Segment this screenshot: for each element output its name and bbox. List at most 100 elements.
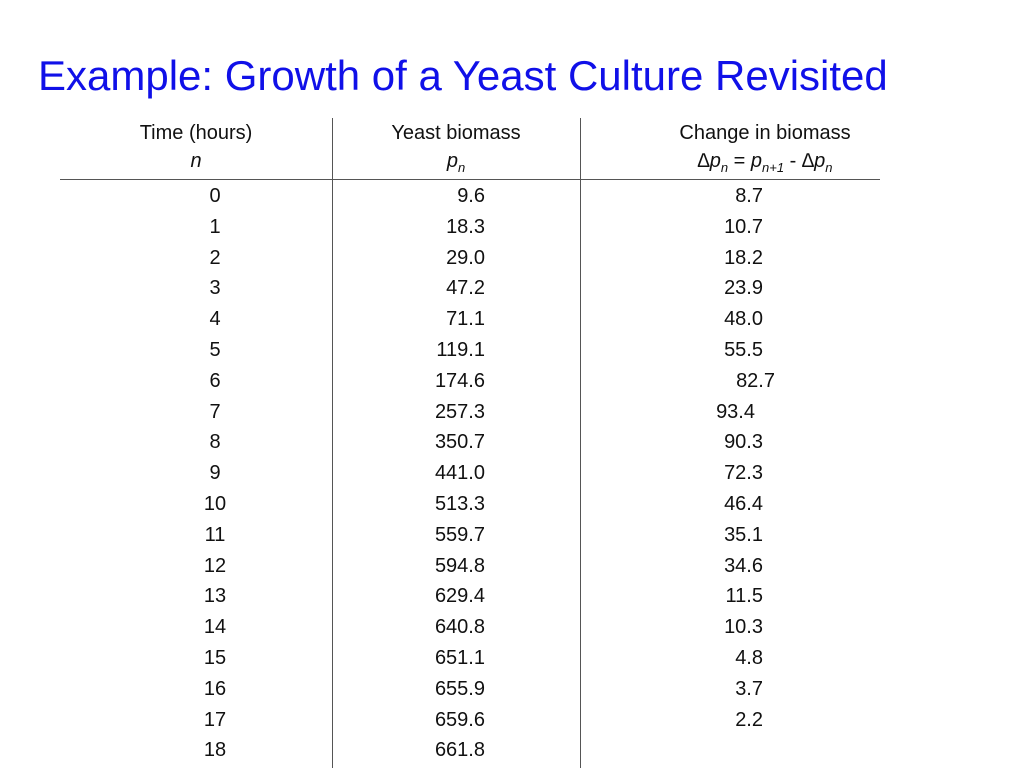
time-cell: 11 <box>204 523 226 546</box>
biomass-cell: 257.3 <box>434 400 485 423</box>
change-cell: 10.3 <box>724 616 763 639</box>
table-row: 11 559.7 35.1 <box>60 520 880 551</box>
table-header: Time (hours) n Yeast biomass pn Change i… <box>60 118 880 180</box>
biomass-cell: 350.7 <box>434 431 485 454</box>
change-cell: 93.4 <box>716 400 755 423</box>
table-row: 5 119.1 55.5 <box>60 335 880 366</box>
change-cell: 10.7 <box>724 215 763 238</box>
time-cell: 8 <box>209 431 221 454</box>
biomass-cell: 640.8 <box>434 616 485 639</box>
time-cell: 0 <box>209 185 221 207</box>
biomass-cell: 661.8 <box>434 739 485 762</box>
table-row: 17 659.6 2.2 <box>60 705 880 736</box>
table-row: 7 257.3 93.4 <box>60 397 880 428</box>
formula-delta-2: ∆ <box>801 150 815 172</box>
time-cell: 13 <box>203 585 227 608</box>
time-cell: 17 <box>203 708 227 731</box>
header-time-label: Time (hours) <box>139 122 253 144</box>
table-row: 13 629.4 11.5 <box>60 581 880 612</box>
time-cell: 5 <box>209 338 221 361</box>
table-row: 9 441.0 72.3 <box>60 458 880 489</box>
table-row: 0 9.6 8.7 <box>60 181 880 212</box>
time-cell: 6 <box>209 369 221 392</box>
header-change-formula: ∆pn = pn+1 - ∆pn <box>580 147 950 175</box>
time-cell: 16 <box>203 677 227 700</box>
change-cell: 2.2 <box>735 708 763 731</box>
biomass-symbol-p: p <box>446 150 458 172</box>
formula-sub-2: n+1 <box>762 160 785 175</box>
biomass-cell: 441.0 <box>434 462 485 485</box>
table-row: 8 350.7 90.3 <box>60 427 880 458</box>
biomass-symbol-sub: n <box>457 160 466 175</box>
biomass-cell: 119.1 <box>436 338 485 361</box>
column-divider-1 <box>332 118 333 768</box>
change-cell: 82.7 <box>736 369 775 392</box>
yeast-growth-table: Time (hours) n Yeast biomass pn Change i… <box>60 118 880 768</box>
formula-p-1: p <box>709 150 721 172</box>
change-cell: 48.0 <box>724 308 763 331</box>
change-cell: 4.8 <box>735 646 763 669</box>
header-biomass-label: Yeast biomass <box>391 122 521 144</box>
formula-minus: - <box>784 150 802 172</box>
header-change-label: Change in biomass <box>679 122 851 144</box>
table-body: 0 9.6 8.7 1 18.3 10.7 2 29.0 18.2 3 47.2 23.9 4 71.1 4… <box>60 181 880 766</box>
time-cell: 15 <box>203 646 227 669</box>
table-row: 3 47.2 23.9 <box>60 273 880 304</box>
formula-sub-3: n <box>825 160 833 175</box>
header-time-symbol: n <box>190 150 202 172</box>
formula-sub-1: n <box>720 160 729 175</box>
time-cell: 7 <box>209 400 221 423</box>
change-cell: 18.2 <box>724 246 763 269</box>
formula-equals: = <box>728 150 751 172</box>
biomass-cell: 629.4 <box>434 585 485 608</box>
header-time: Time (hours) n <box>60 119 332 175</box>
biomass-cell: 71.1 <box>446 308 485 331</box>
table-row: 4 71.1 48.0 <box>60 304 880 335</box>
table-row: 16 655.9 3.7 <box>60 674 880 705</box>
biomass-cell: 29.0 <box>446 246 485 269</box>
header-change: Change in biomass ∆pn = pn+1 - ∆pn <box>580 119 950 175</box>
biomass-cell: 174.6 <box>434 369 485 392</box>
biomass-cell: 655.9 <box>434 677 485 700</box>
change-cell: 90.3 <box>724 431 763 454</box>
formula-p-2: p <box>750 150 763 172</box>
table-row: 12 594.8 34.6 <box>60 551 880 582</box>
table-row: 18 661.8 <box>60 735 880 766</box>
table-row: 2 29.0 18.2 <box>60 243 880 274</box>
table-row: 15 651.1 4.8 <box>60 643 880 674</box>
time-cell: 3 <box>209 277 221 300</box>
biomass-cell: 559.7 <box>434 523 485 546</box>
biomass-cell: 594.8 <box>434 554 485 577</box>
time-cell: 14 <box>203 616 227 639</box>
change-cell: 8.7 <box>735 185 763 207</box>
table-row: 6 174.6 82.7 <box>60 366 880 397</box>
biomass-cell: 18.3 <box>446 215 485 238</box>
time-cell: 10 <box>203 492 227 515</box>
biomass-cell: 651.1 <box>434 646 485 669</box>
table-row: 14 640.8 10.3 <box>60 612 880 643</box>
table-row: 1 18.3 10.7 <box>60 212 880 243</box>
formula-delta-1: ∆ <box>697 150 710 172</box>
time-cell: 2 <box>209 246 221 269</box>
header-biomass-symbol: pn <box>332 147 580 175</box>
biomass-cell: 9.6 <box>457 185 485 207</box>
formula-p-3: p <box>814 150 826 172</box>
time-cell: 4 <box>209 308 221 331</box>
change-cell: 11.5 <box>725 585 763 608</box>
change-cell: 34.6 <box>724 554 763 577</box>
time-cell: 12 <box>203 554 227 577</box>
time-cell: 9 <box>209 462 221 485</box>
biomass-cell: 513.3 <box>434 492 485 515</box>
biomass-cell: 47.2 <box>446 277 485 300</box>
change-cell: 23.9 <box>724 277 763 300</box>
slide-title: Example: Growth of a Yeast Culture Revis… <box>38 52 888 99</box>
change-cell: 3.7 <box>735 677 763 700</box>
time-cell: 1 <box>209 215 221 238</box>
change-cell: 35.1 <box>724 523 763 546</box>
change-cell: 46.4 <box>724 492 763 515</box>
change-cell: 55.5 <box>724 338 763 361</box>
change-cell: 72.3 <box>724 462 763 485</box>
biomass-cell: 659.6 <box>434 708 485 731</box>
header-biomass: Yeast biomass pn <box>332 119 580 175</box>
time-cell: 18 <box>203 739 227 762</box>
